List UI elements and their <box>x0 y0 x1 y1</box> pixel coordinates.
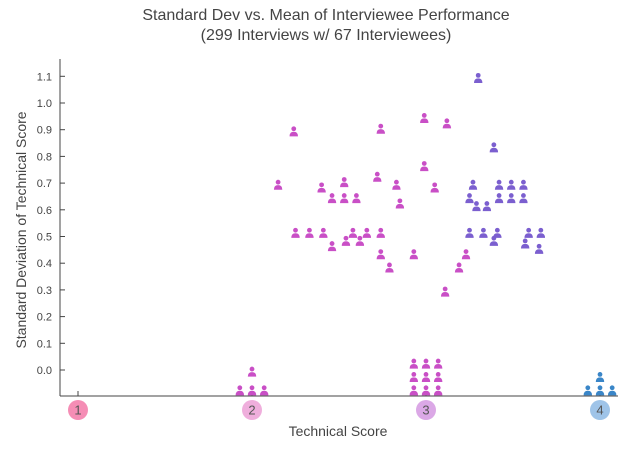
person-marker-icon <box>352 193 361 204</box>
person-marker-icon <box>409 249 419 260</box>
person-marker-icon <box>534 243 544 254</box>
person-marker-icon <box>392 179 401 190</box>
person-marker-icon <box>442 118 452 129</box>
y-ticks: 0.0 0.1 0.2 0.3 0.4 0.5 0.6 0.7 0.8 0.9 1.0 1.1 <box>37 71 65 377</box>
person-marker-icon <box>409 372 419 383</box>
person-marker-icon <box>327 241 337 252</box>
chart-subtitle: (299 Interviews w/ 67 Interviewees) <box>201 27 452 44</box>
person-marker-icon <box>235 385 245 396</box>
person-marker-icon <box>348 227 358 238</box>
person-marker-icon <box>317 182 326 193</box>
person-marker-icon <box>507 193 516 204</box>
person-marker-icon <box>489 235 499 246</box>
y-tick-label: 0.8 <box>37 151 52 163</box>
person-marker-icon <box>536 227 546 238</box>
person-marker-icon <box>273 179 283 190</box>
person-marker-icon <box>433 372 443 383</box>
y-tick-label: 0.3 <box>37 285 52 297</box>
x-tick-label: 4 <box>596 403 603 418</box>
person-marker-icon <box>595 385 605 396</box>
y-tick-label: 1.0 <box>37 98 52 110</box>
y-tick-label: 0.6 <box>37 205 52 217</box>
person-marker-icon <box>319 227 328 238</box>
person-marker-icon <box>440 286 450 297</box>
person-marker-icon <box>385 262 394 273</box>
x-tick-badge <box>68 400 88 420</box>
person-marker-icon <box>421 385 431 396</box>
y-tick-label: 0.5 <box>37 232 52 244</box>
person-marker-icon <box>420 113 429 124</box>
person-marker-icon <box>247 385 257 396</box>
data-points <box>235 72 617 396</box>
y-tick-label: 0.4 <box>37 258 52 270</box>
person-marker-icon <box>482 201 492 212</box>
person-marker-icon <box>395 198 405 209</box>
y-axis-label: Standard Deviation of Technical Score <box>13 111 29 348</box>
person-marker-icon <box>430 182 439 193</box>
person-marker-icon <box>524 227 533 238</box>
person-marker-icon <box>409 358 419 369</box>
person-marker-icon <box>474 72 483 83</box>
axes <box>59 58 618 397</box>
person-marker-icon <box>373 171 382 182</box>
person-marker-icon <box>595 372 605 383</box>
x-tick-label: 2 <box>248 403 255 418</box>
person-marker-icon <box>472 201 481 212</box>
person-marker-icon <box>340 193 349 204</box>
y-tick-label: 0.7 <box>37 178 52 190</box>
x-tick-badge <box>416 400 436 420</box>
person-marker-icon <box>362 227 372 238</box>
person-marker-icon <box>421 372 431 383</box>
person-marker-icon <box>468 179 478 190</box>
person-marker-icon <box>340 177 349 188</box>
person-marker-icon <box>461 249 471 260</box>
person-marker-icon <box>355 235 365 246</box>
person-marker-icon <box>583 385 593 396</box>
person-marker-icon <box>327 193 337 204</box>
person-marker-icon <box>489 142 499 153</box>
x-tick-badge <box>590 400 610 420</box>
x-tick-badge <box>242 400 262 420</box>
x-ticks: 1 2 3 4 <box>68 391 610 420</box>
x-tick-label: 1 <box>74 403 81 418</box>
person-marker-icon <box>433 358 443 369</box>
person-marker-icon <box>454 262 464 273</box>
person-marker-icon <box>341 235 351 246</box>
x-tick-label: 3 <box>422 403 429 418</box>
person-marker-icon <box>465 227 474 238</box>
y-tick-label: 0.2 <box>37 312 52 324</box>
person-marker-icon <box>607 385 617 396</box>
person-marker-icon <box>409 385 419 396</box>
y-tick-label: 0.0 <box>37 365 52 377</box>
person-marker-icon <box>376 123 385 134</box>
person-marker-icon <box>465 193 474 204</box>
y-tick-label: 0.1 <box>37 338 52 350</box>
person-marker-icon <box>289 126 298 137</box>
person-marker-icon <box>519 193 528 204</box>
person-marker-icon <box>494 193 504 204</box>
person-marker-icon <box>479 227 488 238</box>
y-tick-label: 0.9 <box>37 125 52 137</box>
person-marker-icon <box>520 238 530 249</box>
person-marker-icon <box>507 179 516 190</box>
person-marker-icon <box>376 249 385 260</box>
person-marker-icon <box>376 227 385 238</box>
person-marker-icon <box>420 161 429 172</box>
person-marker-icon <box>433 385 443 396</box>
person-marker-icon <box>291 227 300 238</box>
y-tick-label: 1.1 <box>37 71 52 83</box>
person-marker-icon <box>494 179 504 190</box>
chart-title: Standard Dev vs. Mean of Interviewee Per… <box>142 7 509 24</box>
person-marker-icon <box>305 227 314 238</box>
person-marker-icon <box>421 358 431 369</box>
person-marker-icon <box>247 366 257 377</box>
x-axis-label: Technical Score <box>289 423 388 439</box>
person-marker-icon <box>259 385 269 396</box>
person-marker-icon <box>519 179 528 190</box>
